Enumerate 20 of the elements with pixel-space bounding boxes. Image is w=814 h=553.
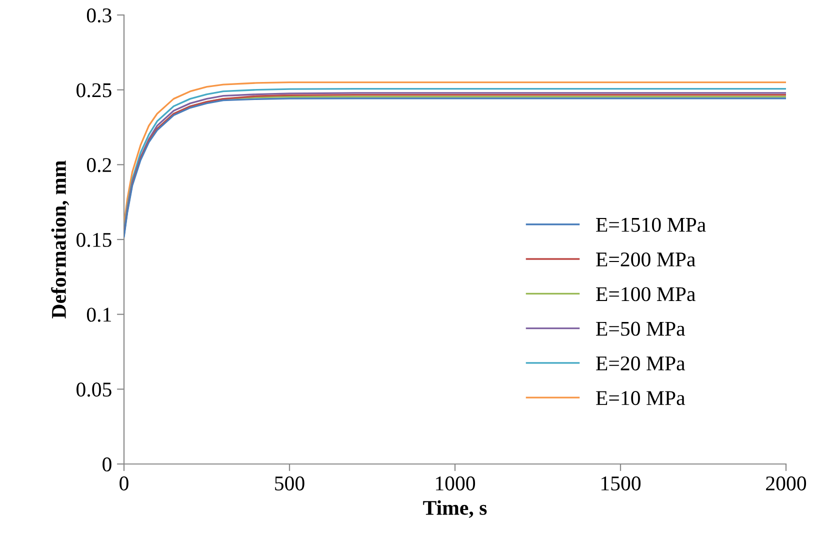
x-tick-label: 1500 <box>602 476 641 490</box>
x-tick-label: 500 <box>275 476 304 490</box>
y-tick-label: 0.05 <box>76 382 112 397</box>
legend-label: E=50 MPa <box>596 322 686 336</box>
y-tick-label: 0 <box>102 457 112 472</box>
legend-label: E=200 MPa <box>596 252 696 267</box>
legend-label: E=20 MPa <box>596 356 686 370</box>
x-tick-label: 2000 <box>766 476 806 490</box>
y-tick-label: 0.3 <box>86 8 112 23</box>
y-tick-label: 0.25 <box>76 83 112 98</box>
x-tick-label: 0 <box>120 476 128 490</box>
y-axis-title: Deformation, mm <box>51 160 69 318</box>
x-axis-title: Time, s <box>423 500 487 518</box>
legend-label: E=1510 MPa <box>596 218 706 232</box>
legend-label: E=10 MPa <box>596 391 686 406</box>
y-tick-label: 0.1 <box>86 308 111 322</box>
x-tick-label: 1000 <box>436 476 476 490</box>
legend-label: E=100 MPa <box>596 287 696 302</box>
y-tick-label: 0.15 <box>76 232 112 248</box>
y-tick-label: 0.2 <box>86 158 112 172</box>
